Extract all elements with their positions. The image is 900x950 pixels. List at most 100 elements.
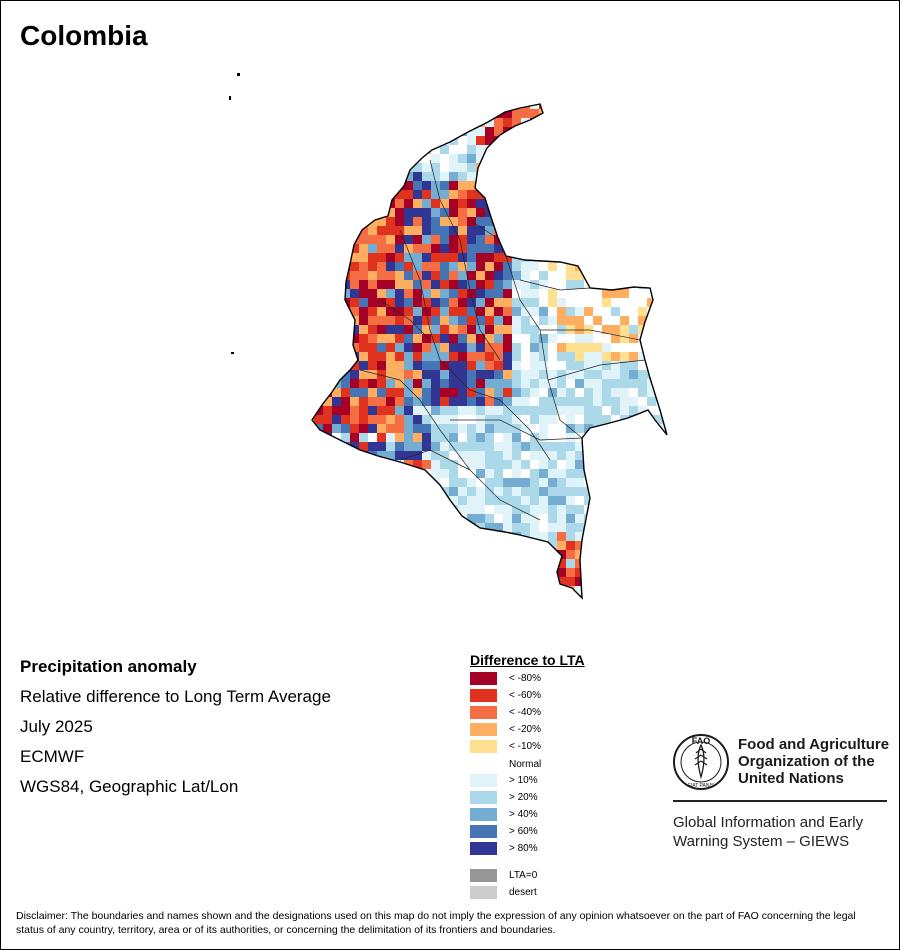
anomaly-cell xyxy=(557,442,566,451)
anomaly-cell xyxy=(539,181,548,190)
anomaly-cell xyxy=(332,262,341,271)
anomaly-cell xyxy=(548,451,557,460)
anomaly-cell xyxy=(449,127,458,136)
anomaly-cell xyxy=(575,172,584,181)
anomaly-cell xyxy=(395,289,404,298)
anomaly-cell xyxy=(584,118,593,127)
anomaly-cell xyxy=(449,559,458,568)
anomaly-cell xyxy=(557,523,566,532)
anomaly-cell xyxy=(377,568,386,577)
anomaly-cell xyxy=(332,271,341,280)
anomaly-cell xyxy=(503,370,512,379)
anomaly-cell xyxy=(602,595,611,598)
anomaly-cell xyxy=(548,316,557,325)
anomaly-cell xyxy=(314,271,323,280)
anomaly-cell xyxy=(404,136,413,145)
anomaly-cell xyxy=(665,208,667,217)
anomaly-cell xyxy=(629,451,638,460)
anomaly-cell xyxy=(341,208,350,217)
anomaly-cell xyxy=(539,298,548,307)
anomaly-cell xyxy=(512,577,521,586)
anomaly-cell xyxy=(611,370,620,379)
anomaly-cell xyxy=(521,559,530,568)
anomaly-cell xyxy=(431,505,440,514)
anomaly-cell xyxy=(404,415,413,424)
anomaly-cell xyxy=(422,280,431,289)
anomaly-cell xyxy=(665,523,667,532)
legend-swatch xyxy=(470,869,497,882)
anomaly-cell xyxy=(395,208,404,217)
anomaly-cell xyxy=(566,388,575,397)
anomaly-cell xyxy=(548,163,557,172)
anomaly-cell xyxy=(557,154,566,163)
anomaly-cell xyxy=(359,280,368,289)
anomaly-cell xyxy=(539,127,548,136)
anomaly-cell xyxy=(413,442,422,451)
anomaly-cell xyxy=(332,104,341,109)
anomaly-cell xyxy=(458,199,467,208)
anomaly-cell xyxy=(422,469,431,478)
anomaly-cell xyxy=(521,127,530,136)
anomaly-cell xyxy=(530,316,539,325)
anomaly-cell xyxy=(485,226,494,235)
anomaly-cell xyxy=(449,451,458,460)
anomaly-cell xyxy=(620,289,629,298)
anomaly-cell xyxy=(467,568,476,577)
anomaly-cell xyxy=(431,361,440,370)
anomaly-cell xyxy=(611,586,620,595)
anomaly-cell xyxy=(575,325,584,334)
anomaly-cell xyxy=(395,217,404,226)
anomaly-cell xyxy=(359,415,368,424)
anomaly-cell xyxy=(566,172,575,181)
anomaly-cell xyxy=(312,541,314,550)
anomaly-cell xyxy=(341,118,350,127)
anomaly-cell xyxy=(620,577,629,586)
anomaly-cell xyxy=(512,334,521,343)
anomaly-cell xyxy=(521,352,530,361)
anomaly-cell xyxy=(413,334,422,343)
anomaly-cell xyxy=(494,478,503,487)
fao-logo-text: FAO xyxy=(692,736,711,746)
anomaly-cell xyxy=(611,271,620,280)
anomaly-cell xyxy=(485,586,494,595)
anomaly-cell xyxy=(413,118,422,127)
anomaly-cell xyxy=(458,550,467,559)
anomaly-cell xyxy=(638,199,647,208)
anomaly-cell xyxy=(440,181,449,190)
anomaly-cell xyxy=(620,388,629,397)
anomaly-cell xyxy=(638,172,647,181)
anomaly-cell xyxy=(440,217,449,226)
anomaly-cell xyxy=(647,424,656,433)
anomaly-cell xyxy=(593,208,602,217)
anomaly-cell xyxy=(350,460,359,469)
anomaly-cell xyxy=(620,406,629,415)
anomaly-cell xyxy=(620,595,629,598)
anomaly-cell xyxy=(312,496,314,505)
anomaly-cell xyxy=(638,163,647,172)
anomaly-cell xyxy=(386,352,395,361)
anomaly-cell xyxy=(440,442,449,451)
anomaly-cell xyxy=(350,433,359,442)
anomaly-cell xyxy=(440,154,449,163)
anomaly-cell xyxy=(584,451,593,460)
anomaly-cell xyxy=(602,433,611,442)
anomaly-cell xyxy=(638,109,647,118)
anomaly-cell xyxy=(602,469,611,478)
anomaly-cell xyxy=(314,433,323,442)
organization-name-line: Organization of the xyxy=(738,753,875,770)
anomaly-cell xyxy=(422,406,431,415)
anomaly-cell xyxy=(548,559,557,568)
anomaly-cell xyxy=(521,145,530,154)
anomaly-cell xyxy=(431,451,440,460)
anomaly-cell xyxy=(440,109,449,118)
anomaly-cell xyxy=(638,568,647,577)
organization-name: Food and Agriculture Organization of the… xyxy=(738,736,889,787)
anomaly-cell xyxy=(359,163,368,172)
anomaly-cell xyxy=(413,550,422,559)
anomaly-cell xyxy=(395,298,404,307)
legend-label-normal: Normal xyxy=(509,759,542,770)
anomaly-cell xyxy=(656,262,665,271)
anomaly-cell xyxy=(548,523,557,532)
anomaly-cell xyxy=(647,325,656,334)
anomaly-cell xyxy=(359,532,368,541)
